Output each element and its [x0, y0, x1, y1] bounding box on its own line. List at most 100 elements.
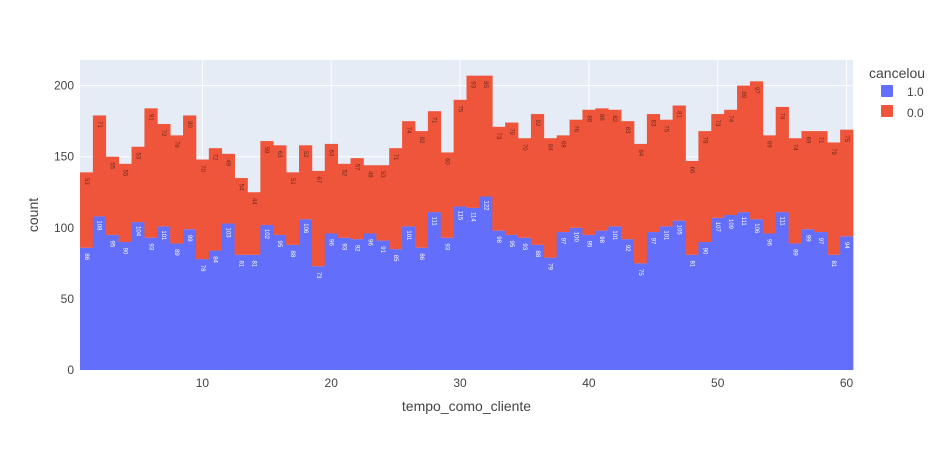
bar-series-2[interactable]: [814, 131, 828, 233]
bar-series-1[interactable]: [814, 232, 828, 370]
bar-series-1[interactable]: [92, 216, 107, 370]
bar-series-2[interactable]: [389, 148, 403, 250]
bar-series-1[interactable]: [737, 212, 751, 370]
bar-series-2[interactable]: [724, 109, 738, 215]
bar-series-1[interactable]: [685, 254, 699, 370]
bar-series-2[interactable]: [453, 99, 467, 207]
bar-series-2[interactable]: [582, 109, 596, 235]
legend[interactable]: cancelou 1.0 0.0: [869, 65, 925, 120]
bar-series-1[interactable]: [234, 254, 248, 370]
bar-series-1[interactable]: [518, 237, 532, 370]
bar-series-2[interactable]: [337, 163, 351, 238]
bar-series-2[interactable]: [195, 159, 210, 260]
bar-series-2[interactable]: [698, 131, 712, 243]
bar-series-2[interactable]: [221, 153, 235, 224]
bar-series-2[interactable]: [105, 156, 119, 235]
bar-series-2[interactable]: [299, 145, 313, 220]
bar-series-2[interactable]: [440, 152, 454, 238]
bar-series-1[interactable]: [672, 220, 686, 370]
bar-series-2[interactable]: [208, 148, 223, 251]
bar-series-2[interactable]: [672, 105, 686, 221]
bar-series-2[interactable]: [737, 85, 751, 213]
bar-series-2[interactable]: [840, 129, 854, 237]
bar-series-2[interactable]: [247, 192, 261, 255]
bar-series-1[interactable]: [608, 226, 622, 370]
bar-series-1[interactable]: [311, 266, 326, 370]
bar-series-2[interactable]: [479, 75, 493, 197]
bar-series-2[interactable]: [80, 172, 94, 248]
bar-series-2[interactable]: [749, 81, 764, 220]
bar-series-1[interactable]: [633, 263, 648, 370]
legend-swatch-series-2[interactable]: [881, 105, 893, 117]
bar-series-1[interactable]: [80, 247, 94, 370]
bar-series-2[interactable]: [170, 135, 184, 244]
bar-series-2[interactable]: [788, 138, 802, 244]
bar-series-1[interactable]: [840, 236, 854, 370]
bar-series-2[interactable]: [402, 121, 416, 227]
bar-series-2[interactable]: [556, 135, 570, 233]
bar-series-2[interactable]: [414, 131, 429, 248]
bar-series-1[interactable]: [170, 243, 184, 370]
bar-series-1[interactable]: [801, 229, 815, 370]
bar-series-2[interactable]: [633, 143, 648, 264]
bar-series-1[interactable]: [286, 244, 300, 370]
bar-series-2[interactable]: [466, 75, 480, 208]
bar-series-1[interactable]: [698, 242, 712, 370]
bar-series-1[interactable]: [505, 234, 519, 370]
bar-series-1[interactable]: [453, 206, 467, 370]
bar-series-2[interactable]: [827, 142, 841, 255]
bar-series-1[interactable]: [118, 242, 132, 370]
bar-series-1[interactable]: [711, 217, 725, 370]
bar-series-1[interactable]: [659, 226, 673, 370]
bar-series-2[interactable]: [273, 145, 287, 235]
bar-series-2[interactable]: [530, 114, 545, 245]
bar-series-2[interactable]: [157, 123, 171, 227]
bar-series-1[interactable]: [427, 212, 442, 370]
bar-series-1[interactable]: [260, 224, 274, 370]
bar-series-2[interactable]: [131, 146, 145, 223]
bar-series-2[interactable]: [621, 121, 635, 240]
bar-series-2[interactable]: [595, 108, 609, 231]
bar-series-2[interactable]: [775, 106, 789, 213]
bar-series-2[interactable]: [659, 119, 673, 227]
bar-series-1[interactable]: [324, 233, 339, 370]
bar-series-1[interactable]: [376, 240, 390, 370]
bar-series-2[interactable]: [234, 178, 248, 255]
bar-series-1[interactable]: [466, 207, 480, 370]
legend-label-series-2[interactable]: 0.0: [907, 106, 924, 120]
bar-series-1[interactable]: [414, 247, 429, 370]
bar-series-1[interactable]: [827, 254, 841, 370]
bar-series-1[interactable]: [749, 219, 764, 370]
bar-series-2[interactable]: [646, 114, 661, 233]
bar-series-1[interactable]: [543, 257, 558, 370]
bar-series-1[interactable]: [131, 222, 145, 370]
bar-series-1[interactable]: [724, 215, 738, 370]
bar-series-2[interactable]: [311, 170, 326, 267]
bar-series-1[interactable]: [440, 237, 454, 370]
bar-series-2[interactable]: [350, 158, 364, 240]
bar-series-1[interactable]: [389, 249, 403, 370]
bar-series-1[interactable]: [208, 250, 223, 370]
bar-series-2[interactable]: [286, 172, 300, 245]
bar-series-2[interactable]: [183, 115, 197, 230]
bar-series-1[interactable]: [402, 226, 416, 370]
bar-series-1[interactable]: [350, 239, 364, 370]
bar-series-2[interactable]: [492, 126, 506, 231]
bar-series-1[interactable]: [299, 219, 313, 370]
bar-series-1[interactable]: [105, 234, 119, 370]
bar-series-1[interactable]: [595, 230, 609, 370]
bar-series-1[interactable]: [646, 232, 661, 370]
bar-series-2[interactable]: [324, 143, 339, 234]
bar-series-1[interactable]: [582, 234, 596, 370]
bar-series-1[interactable]: [157, 226, 171, 370]
bar-series-1[interactable]: [221, 223, 235, 370]
legend-swatch-series-1[interactable]: [881, 85, 893, 97]
bar-series-2[interactable]: [260, 141, 274, 225]
bar-series-1[interactable]: [775, 212, 789, 370]
bar-series-2[interactable]: [427, 111, 442, 213]
bar-series-2[interactable]: [569, 119, 583, 228]
bar-series-2[interactable]: [543, 138, 558, 258]
bar-series-1[interactable]: [144, 237, 158, 370]
bar-series-2[interactable]: [711, 114, 725, 218]
bar-series-1[interactable]: [183, 229, 197, 370]
